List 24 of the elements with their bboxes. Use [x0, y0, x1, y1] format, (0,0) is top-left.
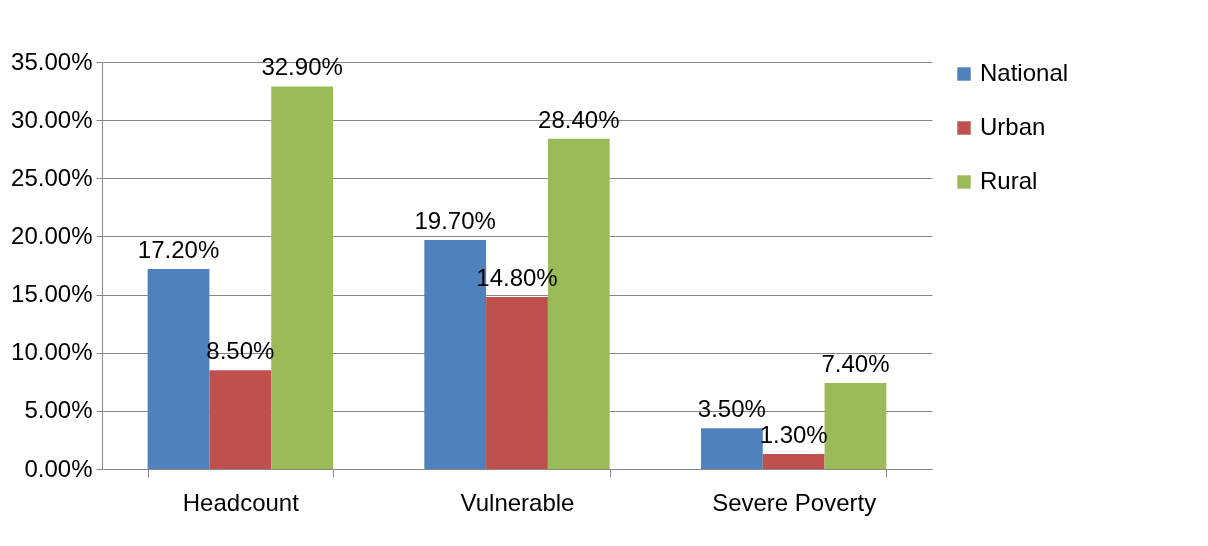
x-tick-label: Headcount: [182, 488, 300, 516]
y-tick-label: 5.00%: [24, 396, 93, 424]
y-tick-label: 10.00%: [11, 338, 93, 366]
bar: [700, 428, 763, 469]
x-tick-label: Severe Poverty: [712, 488, 877, 516]
y-tick-label: 30.00%: [11, 105, 93, 133]
y-tick-label: 25.00%: [11, 163, 93, 191]
legend-label: Urban: [980, 113, 1046, 140]
y-tick-label: 35.00%: [11, 47, 93, 75]
data-label: 3.50%: [697, 395, 766, 423]
data-label: 7.40%: [821, 349, 890, 377]
data-label: 32.90%: [261, 53, 343, 81]
x-tick-label: Vulnerable: [460, 488, 575, 516]
bar: [486, 296, 548, 469]
bar: [209, 370, 272, 469]
bar: [762, 453, 825, 469]
data-label: 28.40%: [538, 105, 620, 133]
data-label: 17.20%: [137, 235, 220, 263]
y-tick-label: 15.00%: [11, 280, 93, 308]
legend-label: National: [980, 59, 1069, 86]
y-tick-label: 0.00%: [24, 454, 93, 482]
legend-label: Rural: [980, 167, 1038, 194]
y-tick-label: 20.00%: [11, 221, 93, 249]
data-label: 19.70%: [414, 206, 496, 234]
